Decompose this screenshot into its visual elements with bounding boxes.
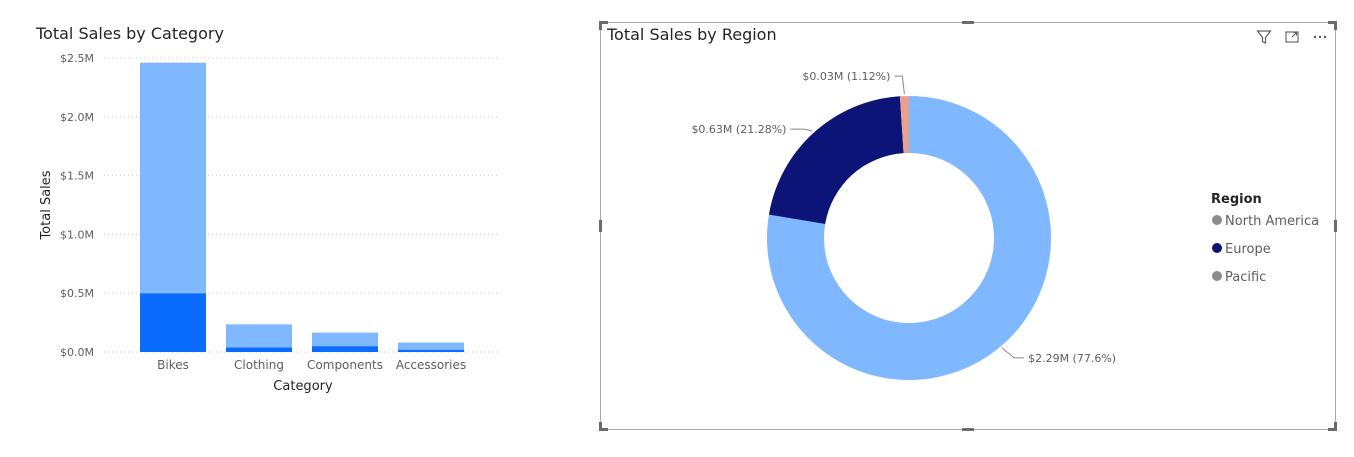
bar[interactable] [398,342,464,350]
resize-handle-bottom-right-v[interactable] [1334,422,1337,431]
bar[interactable] [226,324,292,348]
y-tick-label: $1.0M [60,228,94,241]
bar[interactable] [312,332,378,347]
legend-item[interactable]: Europe [1225,242,1271,257]
leader-line [894,75,905,95]
legend-marker [1212,215,1222,225]
resize-handle-top-left[interactable] [599,21,608,24]
y-axis-title: Total Sales [39,170,54,240]
x-tick-label: Accessories [396,358,466,372]
donut-slice[interactable] [899,96,909,154]
legend-marker [1212,271,1222,281]
leader-line [1001,347,1025,359]
bar-chart-title: Total Sales by Category [36,24,224,43]
y-tick-label: $0.5M [60,287,94,300]
donut-data-label: $0.63M (21.28%) [691,123,786,136]
resize-handle-left[interactable] [599,220,602,232]
resize-handle-bottom-left[interactable] [599,428,608,431]
focus-mode-icon[interactable] [1283,29,1301,45]
x-tick-label: Components [307,358,383,372]
bar[interactable] [140,293,206,352]
y-tick-label: $0.0M [60,346,94,359]
more-options-icon[interactable] [1311,29,1329,45]
legend-marker [1212,243,1222,253]
donut-slice[interactable] [768,96,904,225]
donut-data-label: $2.29M (77.6%) [1028,352,1116,365]
resize-handle-top-right-v[interactable] [1334,21,1337,30]
bar-chart-visual[interactable]: Total Sales by Category $0.0M $0.5M $1.0M $… [0,0,520,420]
resize-handle-bottom[interactable] [962,428,974,431]
donut-data-label: $0.03M (1.12%) [802,70,890,83]
bar[interactable] [398,349,464,352]
donut-chart-svg: $2.29M (77.6%) $0.63M (21.28%) $0.03M (1.1… [691,70,1319,380]
legend-title: Region [1211,192,1262,207]
donut-slice[interactable] [767,96,1051,380]
legend-item[interactable]: Pacific [1225,270,1266,285]
x-tick-label: Clothing [234,358,284,372]
y-tick-label: $2.5M [60,52,94,65]
bar[interactable] [312,346,378,352]
donut-chart-title: Total Sales by Region [607,25,777,44]
visual-header-icons [1255,29,1329,45]
x-axis-title: Category [273,379,333,394]
leader-line [790,128,813,132]
resize-handle-bottom-right[interactable] [1328,428,1337,431]
resize-handle-top-right[interactable] [1328,21,1337,24]
bar[interactable] [140,62,206,294]
legend-item[interactable]: North America [1225,214,1319,229]
y-tick-label: $1.5M [60,170,94,183]
filter-icon[interactable] [1255,29,1273,45]
bar-chart-svg: $0.0M $0.5M $1.0M $1.5M $2.0M $2.5M Bikes Cloth… [39,52,500,394]
bar[interactable] [226,347,292,352]
y-tick-label: $2.0M [60,111,94,124]
donut-chart-visual[interactable]: Total Sales by Region $2.29M (77.6%) $0.6… [600,22,1336,430]
x-tick-label: Bikes [157,358,189,372]
resize-handle-right[interactable] [1334,220,1337,232]
resize-handle-top-left-v[interactable] [599,21,602,30]
resize-handle-bottom-left-v[interactable] [599,422,602,431]
resize-handle-top[interactable] [962,21,974,24]
